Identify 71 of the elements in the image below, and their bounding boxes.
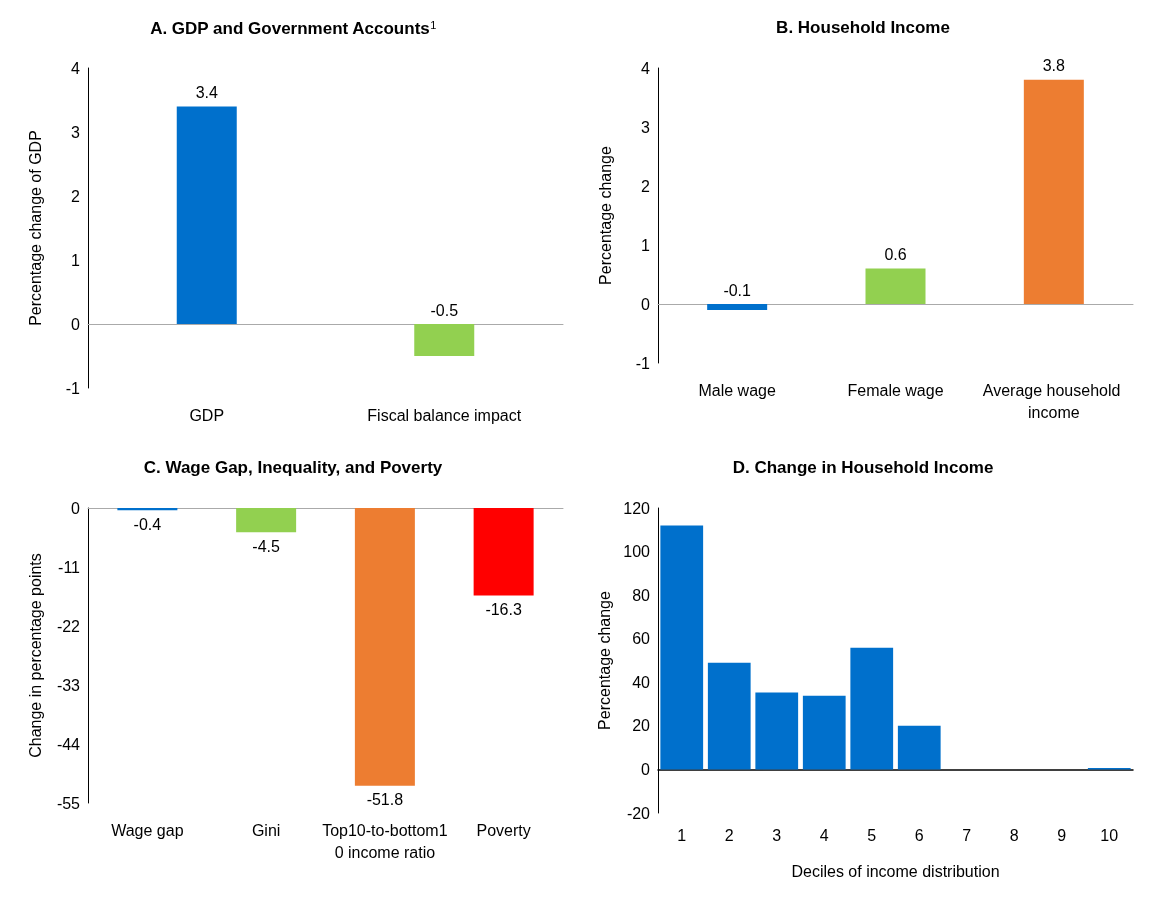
- bar: [707, 662, 751, 770]
- bar: [660, 525, 704, 770]
- bar: [850, 647, 894, 770]
- y-tick-label: 40: [632, 673, 651, 691]
- y-tick-label: 3: [641, 118, 651, 136]
- x-tick-label: Male wage: [698, 381, 776, 399]
- x-tick-label: 1: [677, 826, 687, 844]
- y-tick-label: 3: [71, 123, 81, 141]
- data-label: -51.8: [366, 791, 404, 809]
- x-tick-label: 8: [1009, 826, 1019, 844]
- y-tick-label: 80: [632, 586, 651, 604]
- bar: [707, 304, 768, 310]
- y-tick-label: -1: [65, 379, 81, 397]
- data-label: -16.3: [485, 600, 522, 618]
- bar: [897, 725, 941, 770]
- y-tick-label: 4: [641, 59, 651, 77]
- x-tick-label: Gini: [251, 821, 281, 839]
- data-label: 3.8: [1042, 57, 1066, 75]
- x-tick-label: 5: [867, 826, 877, 844]
- y-tick-label: -22: [56, 617, 81, 635]
- y-tick-label: -1: [635, 354, 651, 372]
- y-axis-title: Percentage change of GDP: [26, 130, 44, 326]
- bar: [1023, 79, 1084, 304]
- y-tick-label: 0: [71, 499, 81, 517]
- x-tick-label: Wage gap: [111, 821, 184, 839]
- data-label: -0.5: [430, 301, 459, 319]
- x-tick-label: Female wage: [847, 381, 944, 399]
- y-tick-label: 60: [632, 630, 651, 648]
- y-tick-label: -33: [56, 676, 81, 694]
- chart-title: D. Change in Household Income: [732, 458, 994, 477]
- y-tick-label: 2: [641, 177, 651, 195]
- x-axis-title: Deciles of income distribution: [791, 862, 1000, 880]
- chart-title: C. Wage Gap, Inequality, and Poverty: [143, 458, 443, 477]
- y-axis-title: Percentage change: [595, 591, 613, 730]
- x-tick-label: 6: [914, 826, 924, 844]
- x-tick-label: 3: [772, 826, 782, 844]
- x-tick-label: Average household income: [982, 381, 1125, 421]
- y-tick-label: 120: [623, 499, 651, 517]
- x-tick-label: Top10-to-bottom10 income ratio: [322, 821, 448, 861]
- y-tick-label: 20: [632, 717, 651, 735]
- y-tick-label: -44: [56, 735, 81, 753]
- data-label: 3.4: [195, 83, 218, 101]
- y-tick-label: 2: [71, 187, 81, 205]
- x-tick-label: Poverty: [476, 821, 531, 839]
- bar: [865, 268, 926, 304]
- y-tick-label: 1: [641, 236, 651, 254]
- x-tick-label: 9: [1057, 826, 1067, 844]
- bar: [802, 695, 846, 770]
- y-tick-label: 0: [641, 295, 651, 313]
- x-tick-label: 4: [819, 826, 829, 844]
- chart-title: B. Household Income: [776, 18, 950, 37]
- data-label: -0.1: [723, 281, 752, 299]
- y-tick-label: -55: [56, 794, 81, 812]
- bar: [755, 692, 799, 770]
- y-tick-label: 0: [641, 760, 651, 778]
- y-axis-title: Percentage change: [596, 146, 614, 285]
- x-tick-label: Fiscal balance impact: [367, 406, 522, 424]
- y-tick-label: -20: [626, 804, 651, 822]
- y-tick-label: 0: [71, 315, 81, 333]
- x-tick-label: 10: [1100, 826, 1119, 844]
- y-tick-label: 100: [623, 543, 651, 561]
- y-tick-label: 1: [71, 251, 81, 269]
- x-tick-label: GDP: [189, 406, 225, 424]
- y-axis-title: Change in percentage points: [26, 553, 44, 758]
- y-tick-label: -11: [58, 558, 81, 576]
- data-label: -4.5: [252, 537, 281, 555]
- x-tick-label: 7: [962, 826, 972, 844]
- data-label: 0.6: [884, 246, 907, 264]
- y-tick-label: 4: [71, 59, 81, 77]
- data-label: -0.4: [133, 515, 162, 533]
- x-tick-label: 2: [724, 826, 734, 844]
